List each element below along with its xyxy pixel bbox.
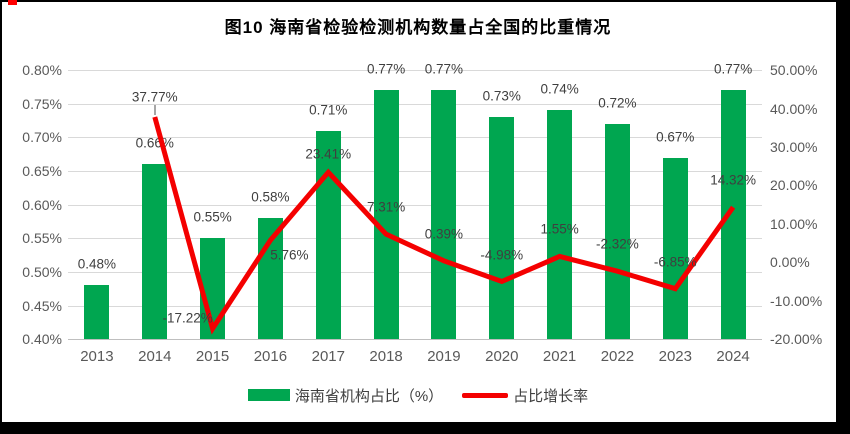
x-label-2016: 2016 [253,348,288,366]
bar-label-2021: 0.74% [540,81,579,97]
left-axis-tick: 0.80% [22,62,62,78]
legend-line-label: 占比增长率 [513,387,589,405]
grid-line [68,204,762,206]
grid-line [68,70,762,71]
bar-2023 [662,157,688,340]
line-label-2024: 14.32% [710,172,756,188]
bar-label-2019: 0.77% [424,61,464,77]
left-axis-tick: 0.50% [22,263,62,280]
bar-2019 [431,90,457,340]
left-axis-tick: 0.75% [22,95,62,112]
line-label-2020: -4.98% [480,247,524,262]
left-axis-tick: 0.55% [22,230,62,247]
bar-2016 [257,218,283,340]
line-label-2023: -6.85% [653,254,697,270]
x-label-2024: 2024 [716,348,750,366]
chart-title: 图10 海南省检验检测机构数量占全国的比重情况 [224,18,612,37]
legend-bar-label: 海南省机构占比（%） [294,387,444,405]
bar-label-2023: 0.67% [656,129,695,144]
grid-line [68,305,762,307]
right-axis-tick: 20.00% [770,177,818,194]
line-label-2015: -17.22% [162,310,213,326]
label-leader-line [153,105,156,115]
x-label-2020: 2020 [485,348,519,366]
right-axis-tick: -10.00% [770,292,823,309]
right-axis-tick: 10.00% [770,215,818,232]
line-label-2022: -2.32% [596,236,639,252]
legend-line-swatch-icon [462,392,509,398]
line-label-2017: 23.41% [305,146,352,162]
line-label-2019: 0.39% [424,226,464,242]
right-axis-tick: 0.00% [770,254,810,271]
line-label-2016: 5.76% [270,247,309,263]
legend: 海南省机构占比（%） 占比增长率 [0,385,836,405]
bar-label-2016: 0.58% [251,189,290,205]
legend-bar-swatch-icon [247,389,290,401]
x-label-2018: 2018 [369,348,403,366]
frame-border-right [836,0,850,434]
frame-border-bottom [0,422,850,434]
left-axis-tick: 0.70% [22,129,62,146]
x-label-2017: 2017 [311,348,345,366]
x-label-2019: 2019 [427,348,461,366]
grid-line [68,171,762,172]
left-axis-tick: 0.65% [22,163,62,179]
left-axis-tick: 0.45% [22,297,62,314]
bar-2020 [489,117,515,340]
line-label-2014: 37.77% [131,89,178,105]
x-label-2013: 2013 [80,348,114,366]
grid-line [68,103,762,105]
frame-border-top [0,0,850,2]
bar-label-2013: 0.48% [77,256,117,272]
frame-border-left [0,0,2,434]
grid-line [68,271,762,273]
bar-2024 [720,90,746,340]
x-label-2021: 2021 [542,348,577,366]
left-axis-tick: 0.40% [22,331,62,348]
left-axis-tick: 0.60% [22,196,62,213]
grid-line [68,238,762,240]
bar-label-2017: 0.71% [309,102,348,118]
x-label-2023: 2023 [658,348,692,366]
bar-label-2014: 0.66% [135,135,174,151]
x-label-2015: 2015 [195,348,230,366]
right-axis-tick: 30.00% [770,138,818,155]
corner-red-marker [8,0,17,5]
line-label-2018: 7.31% [366,199,406,215]
bar-label-2020: 0.73% [482,88,521,104]
bar-2018 [373,90,399,340]
right-axis-tick: 50.00% [770,62,818,78]
bar-2013 [84,285,110,340]
bar-label-2015: 0.55% [193,209,232,225]
right-axis-tick: 40.00% [770,100,818,117]
bar-2022 [604,123,630,340]
bar-2017 [315,130,341,340]
line-label-2021: 1.55% [540,221,579,237]
bar-label-2024: 0.77% [713,61,753,77]
right-axis-tick: -20.00% [770,331,823,348]
x-label-2014: 2014 [138,348,172,366]
bar-label-2022: 0.72% [598,95,637,111]
bar-label-2018: 0.77% [366,61,406,77]
x-label-2022: 2022 [600,348,635,366]
x-axis-line [68,339,762,341]
